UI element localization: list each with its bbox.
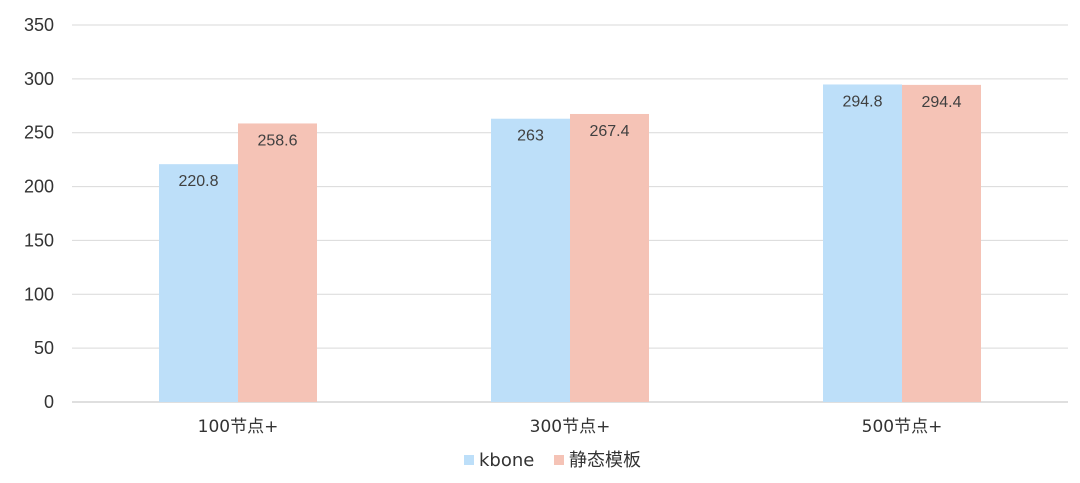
legend-label: kbone (479, 450, 534, 471)
y-tick-label: 200 (24, 177, 54, 197)
legend-swatch (554, 455, 564, 465)
y-tick-label: 0 (44, 392, 54, 412)
legend-label: 静态模板 (569, 450, 641, 471)
x-category-label: 300节点+ (530, 417, 611, 437)
data-label: 258.6 (257, 132, 297, 149)
y-tick-label: 350 (24, 15, 54, 35)
bars (159, 84, 981, 403)
data-labels: 220.8 258.6 263 267.4 294.8 294.4 (178, 93, 961, 190)
y-tick-label: 300 (24, 69, 54, 89)
data-label: 294.8 (842, 93, 882, 110)
y-tick-label: 50 (34, 338, 54, 358)
y-tick-label: 250 (24, 123, 54, 143)
data-label: 263 (517, 128, 544, 145)
bar-static-template (570, 113, 649, 403)
legend-swatch (464, 455, 474, 465)
bar-kbone (159, 164, 238, 402)
data-label: 294.4 (921, 94, 961, 111)
x-category-label: 100节点+ (198, 417, 279, 437)
data-label: 220.8 (178, 173, 218, 190)
y-axis-ticks: 0 50 100 150 200 250 300 350 (24, 15, 54, 412)
bar-kbone (491, 118, 570, 402)
x-axis-categories: 100节点+ 300节点+ 500节点+ (198, 417, 943, 437)
bar-static-template (902, 84, 981, 402)
x-category-label: 500节点+ (862, 417, 943, 437)
legend: kbone 静态模板 (464, 450, 641, 471)
bar-kbone (823, 84, 902, 402)
bar-static-template (238, 123, 317, 402)
y-tick-label: 150 (24, 230, 54, 250)
y-tick-label: 100 (24, 284, 54, 304)
data-label: 267.4 (589, 123, 629, 140)
